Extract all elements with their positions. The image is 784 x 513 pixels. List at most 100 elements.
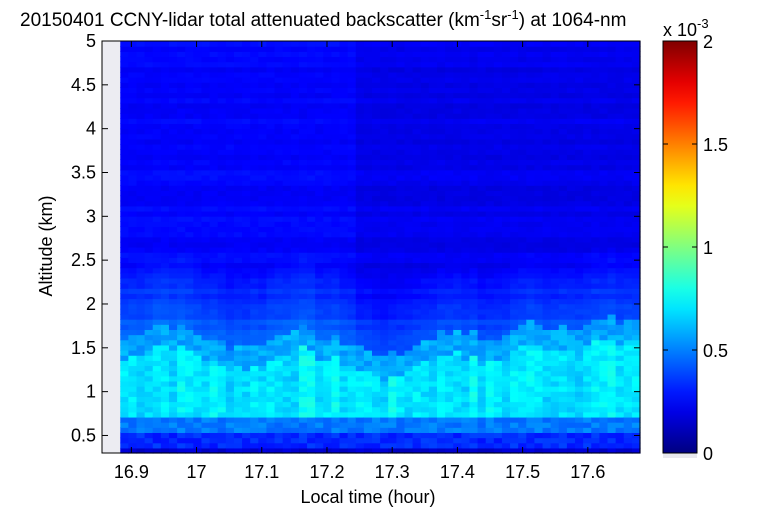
heatmap-cell [136,432,146,439]
heatmap-cell [282,339,292,346]
heatmap-cell [315,277,324,284]
heatmap-cell [209,61,219,68]
heatmap-cell [485,308,495,315]
heatmap-cell [363,118,373,124]
heatmap-cell [566,411,576,418]
heatmap-cell [307,221,316,227]
heatmap-cell [266,437,276,444]
heatmap-cell [404,216,414,222]
heatmap-cell [396,355,406,361]
heatmap-cell [526,447,536,454]
heatmap-cell [380,113,389,119]
heatmap-cell [331,236,341,243]
heatmap-cell [372,71,381,78]
heatmap-cell [298,210,308,217]
heatmap-cell [445,61,454,68]
heatmap-cell [388,118,397,124]
heatmap-cell [274,247,284,253]
heatmap-cell [380,200,389,207]
heatmap-cell [282,118,292,124]
heatmap-cell [217,288,227,294]
heatmap-cell [152,107,162,114]
heatmap-cell [404,241,414,248]
heatmap-cell [193,277,203,284]
heatmap-cell [323,138,332,145]
heatmap-cell [550,92,560,99]
heatmap-cell [217,247,227,253]
heatmap-cell [250,149,259,155]
heatmap-cell [445,66,454,73]
heatmap-cell [298,154,308,161]
heatmap-cell [250,319,259,325]
heatmap-cell [315,174,324,181]
heatmap-cell [290,283,300,289]
heatmap-cell [225,277,235,284]
heatmap-cell [201,133,211,140]
heatmap-cell [396,267,406,274]
heatmap-cell [128,87,138,94]
heatmap-cell [168,77,178,83]
heatmap-cell [250,334,259,341]
heatmap-cell [331,355,341,361]
heatmap-cell [493,396,503,403]
heatmap-cell [469,174,479,181]
heatmap-cell [526,350,536,356]
heatmap-cell [282,432,292,439]
heatmap-cell [599,422,609,428]
heatmap-cell [542,339,552,346]
heatmap-cell [233,303,243,310]
heatmap-cell [558,416,568,423]
heatmap-cell [290,411,300,418]
heatmap-cell [445,247,454,253]
heatmap-cell [323,216,332,222]
heatmap-cell [201,432,211,439]
heatmap-cell [607,313,617,320]
heatmap-cell [209,401,219,408]
heatmap-cell [258,303,268,310]
heatmap-cell [120,447,129,454]
heatmap-cell [128,210,138,217]
heatmap-cell [566,262,576,269]
heatmap-cell [372,308,381,315]
heatmap-cell [436,370,446,377]
heatmap-cell [550,210,560,217]
heatmap-cell [615,195,625,202]
heatmap-cell [250,437,259,444]
heatmap-cell [160,355,170,361]
heatmap-cell [282,133,292,140]
heatmap-cell [266,56,276,63]
heatmap-cell [177,344,186,351]
heatmap-cell [534,386,544,392]
heatmap-cell [485,159,495,166]
heatmap-cell [566,169,576,176]
heatmap-cell [128,113,138,119]
heatmap-cell [282,226,292,233]
heatmap-cell [510,334,519,341]
heatmap-cell [575,169,584,176]
heatmap-cell [120,149,129,155]
heatmap-cell [550,319,560,325]
heatmap-cell [128,365,138,372]
heatmap-cell [209,380,219,387]
heatmap-cell [225,355,235,361]
heatmap-cell [128,303,138,310]
heatmap-cell [258,144,268,150]
heatmap-cell [339,447,349,454]
heatmap-cell [120,71,129,78]
heatmap-cell [331,293,341,300]
heatmap-cell [599,66,609,73]
heatmap-cell [510,144,519,150]
heatmap-cell [355,422,365,428]
heatmap-cell [591,396,600,403]
heatmap-cell [412,149,422,155]
heatmap-cell [193,411,203,418]
heatmap-cell [583,77,592,83]
heatmap-cell [160,159,170,166]
heatmap-cell [225,360,235,367]
heatmap-cell [274,66,284,73]
heatmap-cell [510,416,519,423]
heatmap-cell [453,205,462,212]
heatmap-cell [242,272,251,279]
heatmap-cell [518,386,527,392]
heatmap-cell [258,272,268,279]
